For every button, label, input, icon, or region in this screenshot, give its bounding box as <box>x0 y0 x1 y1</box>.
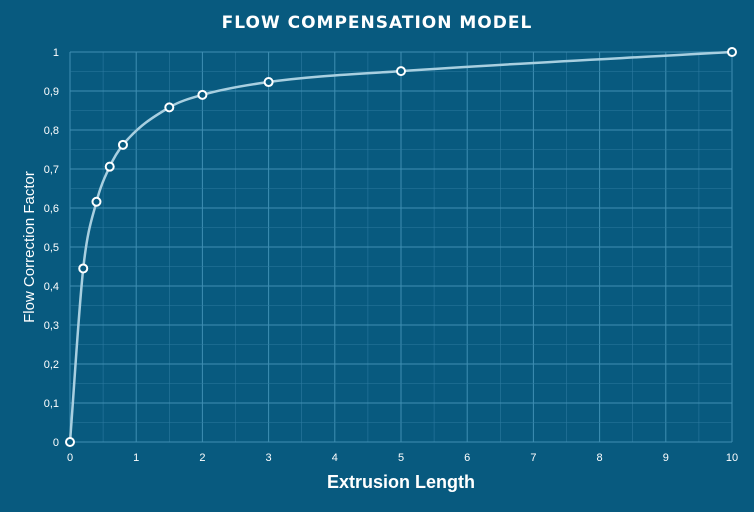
data-point[interactable] <box>91 196 102 207</box>
y-tick-label: 0,1 <box>44 398 59 410</box>
x-tick-label: 8 <box>597 452 603 464</box>
y-tick-label: 0,2 <box>44 359 59 371</box>
data-point[interactable] <box>396 66 406 77</box>
data-point[interactable] <box>263 77 274 88</box>
x-tick-label: 2 <box>199 452 205 464</box>
y-tick-label: 0,6 <box>44 203 59 215</box>
data-points <box>65 47 737 447</box>
x-tick-label: 4 <box>332 452 338 464</box>
data-point[interactable] <box>197 89 208 100</box>
x-tick-label: 1 <box>133 452 139 464</box>
y-tick-label: 0,3 <box>44 320 59 332</box>
y-tick-label: 1 <box>53 47 59 59</box>
x-tick-label: 7 <box>530 452 536 464</box>
y-axis-title: Flow Correction Factor <box>21 171 38 323</box>
x-tick-label: 10 <box>726 452 738 464</box>
y-tick-label: 0,4 <box>44 281 59 293</box>
data-point[interactable] <box>104 161 115 172</box>
data-point[interactable] <box>78 263 89 274</box>
y-axis-ticks: 0 0,1 0,2 0,3 0,4 0,5 0,6 0,7 0,8 0,9 1 <box>44 47 59 449</box>
y-tick-label: 0,7 <box>44 164 59 176</box>
y-tick-label: 0,5 <box>44 242 59 254</box>
data-point[interactable] <box>727 47 737 57</box>
x-tick-label: 5 <box>398 452 404 464</box>
x-tick-label: 6 <box>464 452 470 464</box>
data-point[interactable] <box>117 139 128 150</box>
x-axis-ticks: 0 1 2 3 4 5 6 7 8 9 10 <box>67 452 738 464</box>
y-tick-label: 0 <box>53 437 59 449</box>
x-axis-title: Extrusion Length <box>327 472 475 492</box>
data-point[interactable] <box>65 437 75 447</box>
y-tick-label: 0,9 <box>44 86 59 98</box>
grid <box>69 51 733 443</box>
x-tick-label: 9 <box>663 452 669 464</box>
y-tick-label: 0,8 <box>44 125 59 137</box>
x-tick-label: 0 <box>67 452 73 464</box>
data-point[interactable] <box>164 102 175 113</box>
chart-title: FLOW COMPENSATION MODEL <box>222 13 533 33</box>
x-tick-label: 3 <box>266 452 272 464</box>
